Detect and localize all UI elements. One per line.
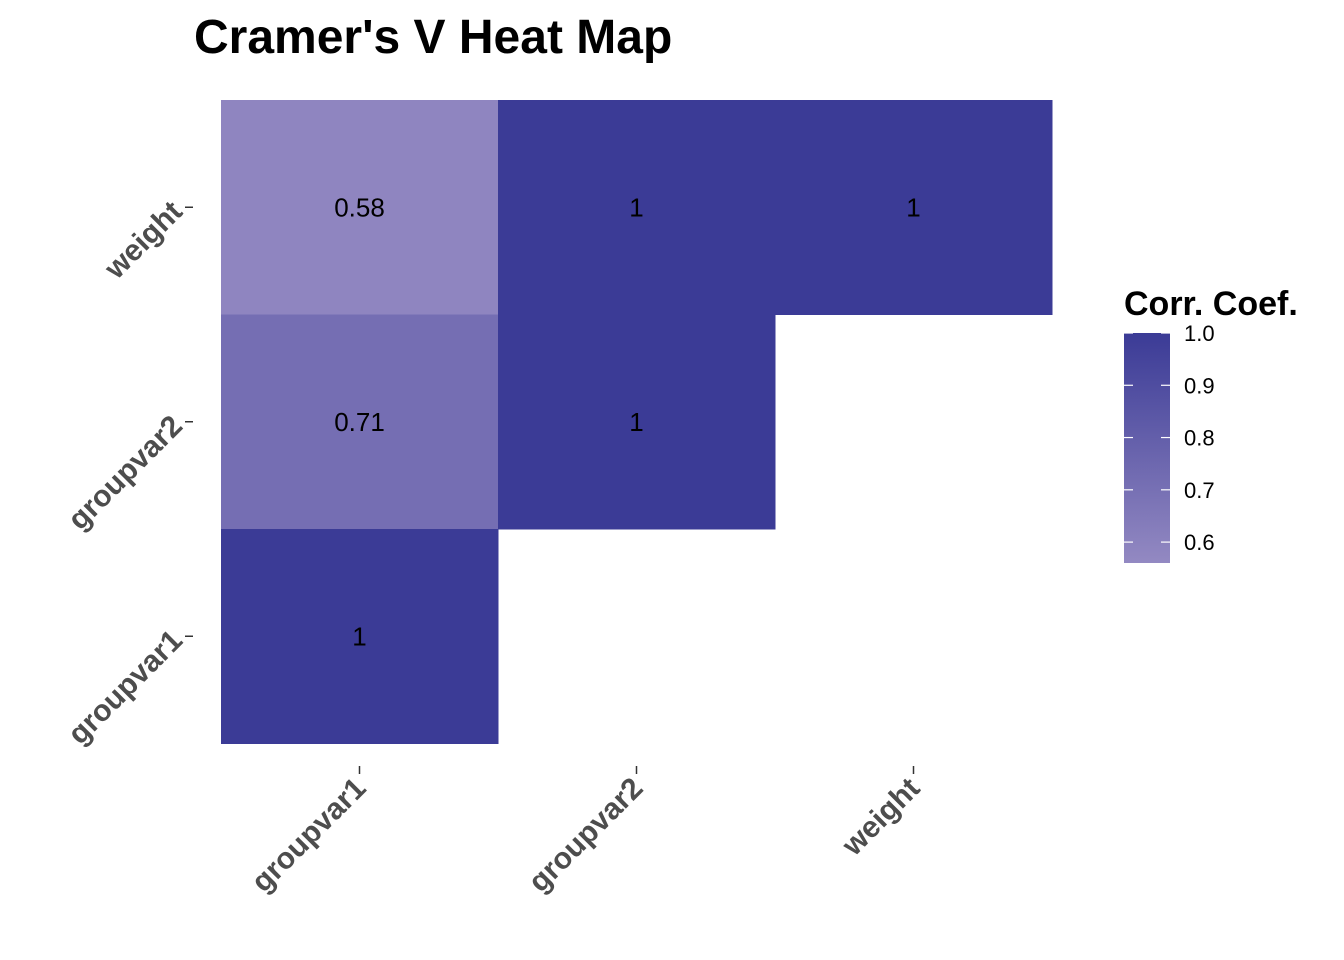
chart-title: Cramer's V Heat Map — [194, 11, 672, 64]
cell-value-label: 0.71 — [334, 407, 385, 437]
cell-value-label: 0.58 — [334, 192, 385, 222]
heatmap-cell-groupvar1-groupvar1 — [221, 529, 499, 744]
y-tick-label-groupvar2: groupvar2 — [62, 409, 189, 536]
cell-value-label: 1 — [906, 192, 920, 222]
x-axis: groupvar1 groupvar2 weight — [245, 766, 926, 899]
y-tick-label-weight: weight — [98, 195, 189, 286]
legend-ticks: 1.0 0.9 0.8 0.7 0.6 — [1124, 321, 1215, 555]
legend-tick-label: 1.0 — [1184, 321, 1215, 346]
legend-tick-label: 0.8 — [1184, 426, 1215, 451]
x-tick-label-groupvar2: groupvar2 — [522, 772, 649, 899]
heatmap-cells — [221, 100, 1053, 744]
heatmap-cell-weight-weight — [775, 100, 1053, 315]
y-tick-label-groupvar1: groupvar1 — [62, 624, 189, 751]
heatmap-cell-groupvar1-weight — [221, 100, 499, 315]
y-axis: groupvar1 groupvar2 weight — [62, 195, 193, 751]
legend-tick-label: 0.9 — [1184, 373, 1215, 398]
legend-tick-label: 0.6 — [1184, 530, 1215, 555]
cell-value-label: 1 — [629, 407, 643, 437]
heatmap-cell-groupvar1-groupvar2 — [221, 314, 499, 530]
x-tick-label-groupvar1: groupvar1 — [245, 772, 372, 899]
legend-tick-label: 0.7 — [1184, 478, 1215, 503]
heatmap-cell-labels: 0.58 1 1 0.71 1 1 — [334, 192, 921, 651]
heatmap-cell-groupvar2-groupvar2 — [498, 314, 776, 530]
cell-value-label: 1 — [629, 192, 643, 222]
legend-title: Corr. Coef. — [1124, 285, 1298, 323]
x-tick-label-weight: weight — [835, 772, 926, 863]
heatmap-cell-groupvar2-weight — [498, 100, 776, 315]
legend-color-bar — [1124, 333, 1170, 563]
color-legend: Corr. Coef. 1.0 0.9 0.8 0.7 0.6 — [1124, 285, 1298, 563]
cell-value-label: 1 — [352, 621, 366, 651]
